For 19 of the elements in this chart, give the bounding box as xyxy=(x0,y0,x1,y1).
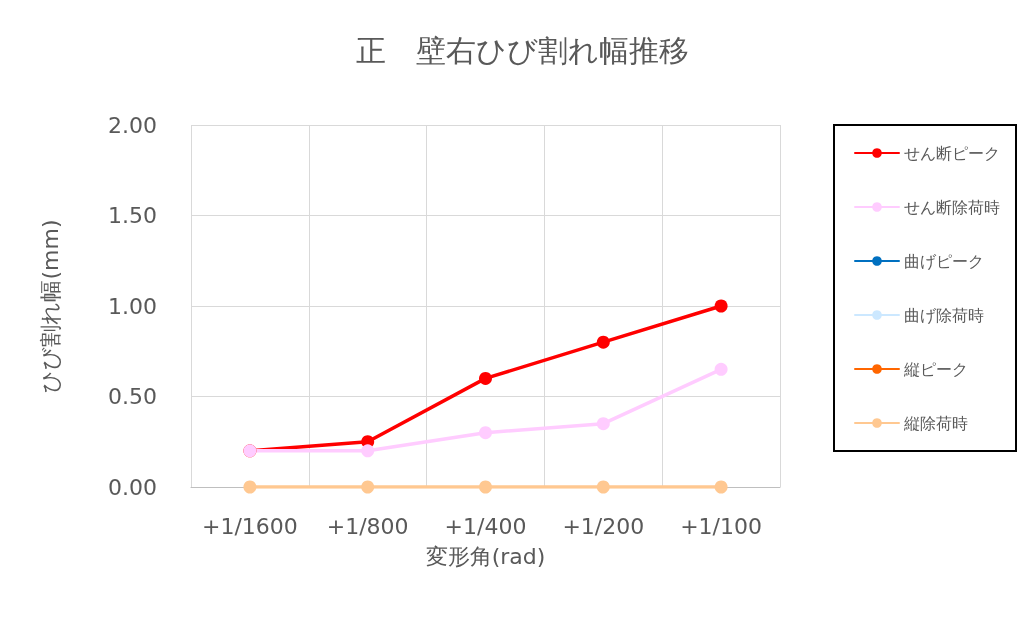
x-tick-label: +1/200 xyxy=(562,513,645,539)
x-tick-label: +1/800 xyxy=(326,513,409,539)
y-axis-title: ひび割れ幅(mm) xyxy=(37,219,63,393)
y-tick-label: 0.00 xyxy=(108,474,157,500)
legend-label: 曲げピーク xyxy=(904,251,984,271)
y-tick-label: 1.00 xyxy=(108,293,157,319)
x-tick-label: +1/100 xyxy=(680,513,763,539)
legend-label: せん断ピーク xyxy=(904,143,1000,163)
chart-title: 正 壁右ひび割れ幅推移 xyxy=(355,32,689,68)
legend-label: 縦ピーク xyxy=(903,359,968,379)
y-tick-label: 1.50 xyxy=(108,203,157,228)
legend-label: せん断除荷時 xyxy=(904,197,1000,217)
x-axis-title: 変形角(rad) xyxy=(425,543,546,569)
x-tick-label: +1/1600 xyxy=(201,513,298,539)
y-tick-label: 2.00 xyxy=(108,112,157,138)
y-tick-label: 0.50 xyxy=(108,384,157,409)
legend-label: 縦除荷時 xyxy=(903,413,968,433)
x-tick-label: +1/400 xyxy=(444,513,527,539)
legend-label: 曲げ除荷時 xyxy=(904,305,984,325)
